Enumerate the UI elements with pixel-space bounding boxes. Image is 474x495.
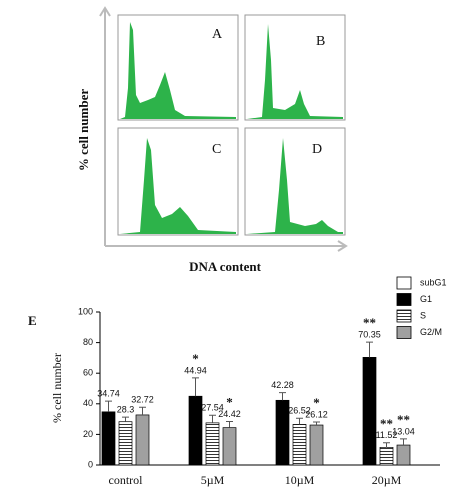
value-label: 26.12 [305, 409, 328, 419]
bar [188, 395, 203, 466]
significance: ** [397, 412, 410, 427]
y-tick-label: 20 [83, 429, 93, 439]
y-tick-label: 80 [83, 337, 93, 347]
error-bar [192, 377, 199, 397]
legend-label: G2/M [420, 327, 442, 337]
y-tick-label: 40 [83, 398, 93, 408]
y-axis-label: % cell number [50, 353, 64, 423]
histograms: A B C D % cell number DNA content [76, 6, 348, 274]
error-bar [383, 442, 390, 448]
panel-frame [244, 14, 346, 121]
value-label: 44.94 [184, 365, 207, 375]
error-bar [296, 417, 303, 425]
error-bar [139, 406, 146, 415]
significance: ** [363, 315, 376, 330]
y-tick-label: 60 [83, 368, 93, 378]
panel-label: B [316, 34, 325, 49]
bar [135, 414, 150, 466]
y-label: % cell number [76, 89, 91, 172]
x-tick-label: control [109, 473, 144, 487]
histogram [120, 138, 236, 234]
error-bar [400, 438, 407, 446]
panel-label: A [212, 27, 223, 42]
legend-swatch [396, 276, 412, 290]
significance: * [192, 351, 199, 366]
y-tick-label: 0 [88, 459, 93, 469]
bar [292, 424, 307, 466]
value-label: 70.35 [358, 329, 381, 339]
panel-label: E [28, 313, 37, 328]
value-label: 26.52 [288, 406, 311, 416]
x-tick-label: 5µM [201, 473, 225, 487]
value-label: 13.04 [392, 426, 415, 436]
y-arrow-head [99, 6, 111, 17]
legend-label: S [420, 310, 426, 320]
error-bar [122, 416, 129, 422]
bar [118, 421, 133, 466]
bar [275, 399, 290, 466]
histogram [120, 22, 236, 119]
value-label: 34.74 [97, 389, 120, 399]
bar [222, 427, 237, 466]
error-bar [209, 414, 216, 423]
panel-frame [244, 127, 346, 236]
value-label: 24.42 [218, 409, 241, 419]
bar [309, 424, 324, 466]
bar [379, 447, 394, 466]
significance: * [226, 395, 233, 410]
value-label: 28.3 [117, 404, 135, 414]
value-label: 32.72 [131, 395, 154, 405]
legend-swatch [396, 309, 412, 323]
bar [362, 357, 377, 466]
legend-swatch [396, 293, 412, 306]
significance: ** [380, 416, 393, 431]
bar [101, 411, 116, 466]
error-bar [313, 421, 320, 426]
x-arrow-head [337, 240, 348, 252]
x-tick-label: 20µM [372, 473, 402, 487]
error-bar [226, 421, 233, 428]
value-label: 42.28 [271, 380, 294, 390]
bar [205, 422, 220, 466]
bar [396, 444, 411, 466]
panel-label: D [312, 142, 322, 157]
error-bar [366, 341, 373, 358]
error-bar [105, 400, 112, 412]
value-label: 11.52 [376, 430, 398, 440]
value-label: 27.54 [201, 403, 224, 413]
panel-label: C [212, 142, 221, 157]
legend-label: subG1 [420, 277, 447, 287]
x-label: DNA content [189, 259, 262, 274]
significance: * [313, 395, 320, 410]
legend-label: G1 [420, 294, 432, 304]
y-tick-label: 100 [78, 306, 93, 316]
error-bar [279, 392, 286, 401]
x-tick-label: 10µM [285, 473, 315, 487]
legend-swatch [396, 326, 412, 339]
histogram [247, 24, 343, 119]
